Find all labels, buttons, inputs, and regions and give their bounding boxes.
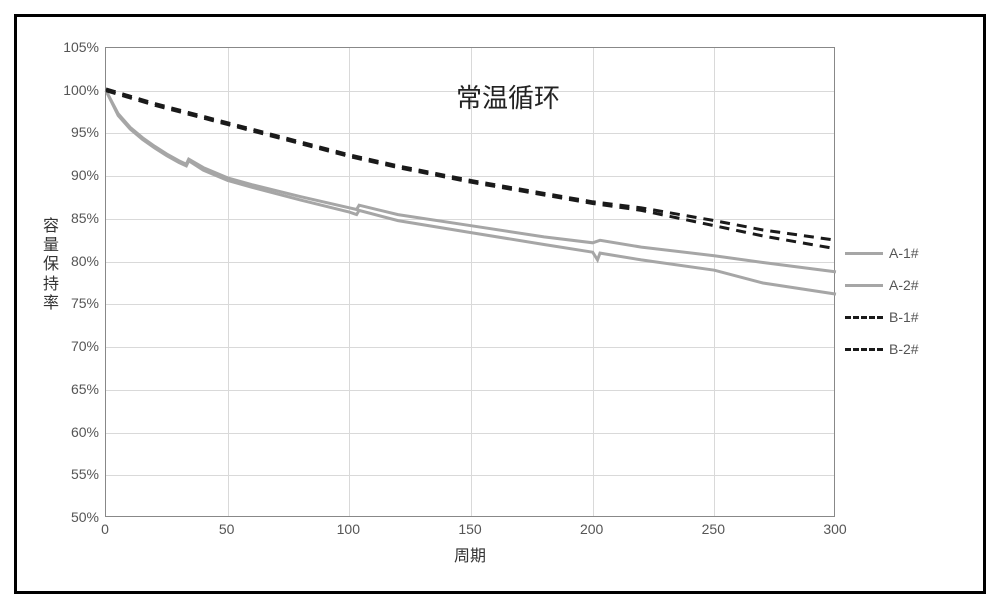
- legend-label: B-2#: [889, 341, 919, 357]
- x-tick-label: 100: [337, 521, 360, 537]
- chart-container: 50%55%60%65%70%75%80%85%90%95%100%105% 0…: [41, 37, 965, 577]
- legend-label: A-2#: [889, 277, 919, 293]
- legend-swatch: [845, 348, 883, 351]
- chart-svg: [106, 48, 836, 518]
- y-axis-label: 容量保持率: [43, 217, 59, 313]
- series-A2: [106, 91, 836, 294]
- x-tick-label: 300: [823, 521, 846, 537]
- y-tick-label: 95%: [41, 124, 99, 140]
- x-tick-label: 250: [702, 521, 725, 537]
- y-tick-label: 100%: [41, 82, 99, 98]
- legend: A-1# A-2# B-1# B-2#: [845, 237, 919, 365]
- legend-item-B2: B-2#: [845, 333, 919, 365]
- legend-swatch: [845, 284, 883, 287]
- y-tick-label: 65%: [41, 381, 99, 397]
- y-tick-label: 55%: [41, 466, 99, 482]
- y-axis-label-char: 率: [43, 294, 59, 313]
- y-axis-label-char: 持: [43, 275, 59, 294]
- y-tick-label: 90%: [41, 167, 99, 183]
- y-tick-label: 50%: [41, 509, 99, 525]
- legend-label: B-1#: [889, 309, 919, 325]
- y-tick-label: 70%: [41, 338, 99, 354]
- legend-swatch: [845, 316, 883, 319]
- legend-swatch: [845, 252, 883, 255]
- legend-item-B1: B-1#: [845, 301, 919, 333]
- legend-label: A-1#: [889, 245, 919, 261]
- x-tick-label: 150: [458, 521, 481, 537]
- x-tick-label: 0: [101, 521, 109, 537]
- chart-title: 常温循环: [456, 78, 560, 115]
- x-axis-label: 周期: [105, 542, 835, 566]
- y-axis-label-char: 保: [43, 255, 59, 274]
- y-tick-label: 105%: [41, 39, 99, 55]
- legend-item-A1: A-1#: [845, 237, 919, 269]
- chart-outer-frame: 50%55%60%65%70%75%80%85%90%95%100%105% 0…: [14, 14, 986, 594]
- x-tick-label: 50: [219, 521, 235, 537]
- x-tick-label: 200: [580, 521, 603, 537]
- legend-item-A2: A-2#: [845, 269, 919, 301]
- y-tick-label: 60%: [41, 424, 99, 440]
- y-axis-label-char: 量: [43, 236, 59, 255]
- y-axis-label-char: 容: [43, 217, 59, 236]
- plot-area: 常温循环: [105, 47, 835, 517]
